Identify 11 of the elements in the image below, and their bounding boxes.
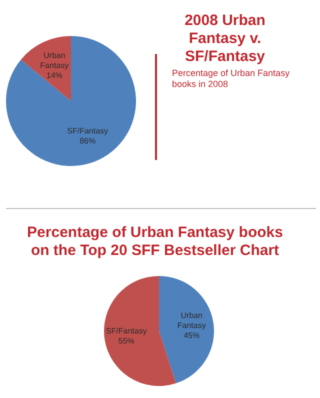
text: Percentage of Urban Fantasy books in 2008	[172, 68, 291, 90]
data-label: 55%	[118, 336, 134, 346]
data-label: 14%	[46, 70, 62, 80]
slice-label: Urban Fantasy	[177, 311, 206, 330]
slice-label: Urban Fantasy	[40, 50, 69, 70]
text: 2008 Urban Fantasy v. SF/Fantasy	[184, 12, 266, 66]
data-label: 86%	[80, 136, 96, 146]
slice-label: SF/Fantasy	[106, 326, 147, 336]
slice-label: SF/Fantasy	[67, 126, 108, 136]
data-label: 45%	[184, 331, 200, 340]
chart-title: Percentage of Urban Fantasy books on the Top 20 SFF Bestseller Chart	[26, 224, 284, 260]
